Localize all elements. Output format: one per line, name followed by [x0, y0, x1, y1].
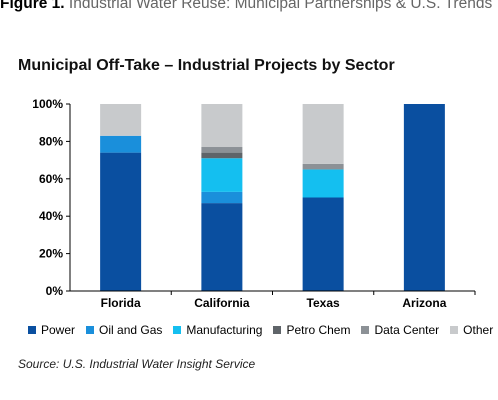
legend-item: Oil and Gas [86, 323, 162, 337]
bar-segment-power-california [201, 203, 243, 291]
bar-segment-manufacturing-california [201, 158, 243, 192]
chart-legend: Power Oil and Gas Manufacturing Petro Chem D… [28, 323, 493, 337]
legend-item: Manufacturing [173, 323, 262, 337]
y-tick-label: 20% [39, 247, 63, 261]
bar-segment-other-texas [302, 104, 344, 164]
y-tick-label: 60% [39, 172, 63, 186]
legend-label: Petro Chem [286, 323, 351, 337]
x-tick-label: Arizona [402, 296, 446, 310]
bar-segment-data-center-texas [302, 163, 344, 170]
stacked-bar-chart: Florida California Texas Arizona 0% 20% 40% 60%… [32, 97, 476, 310]
y-tick-label: 80% [39, 134, 63, 148]
source-note: Source: U.S. Industrial Water Insight Se… [18, 357, 256, 371]
bar-segment-other-florida [100, 104, 142, 136]
legend-swatch [273, 326, 282, 334]
legend-item: Power [28, 323, 75, 337]
figure-label: Figure 1. [0, 0, 65, 12]
legend-label: Other [463, 323, 494, 337]
legend-swatch [450, 326, 459, 334]
figure-title: Industrial Water Reuse: Municipal Partne… [68, 0, 493, 12]
legend-label: Manufacturing [186, 323, 263, 337]
bar-segment-power-arizona [403, 104, 445, 291]
legend-item: Data Center [361, 323, 439, 337]
legend-swatch [361, 326, 370, 334]
x-tick-label: Florida [101, 296, 141, 310]
legend-swatch [173, 326, 182, 334]
bar-segment-oil-and-gas-california [201, 191, 243, 204]
bar-segment-data-center-california [201, 147, 243, 153]
legend-label: Power [41, 323, 76, 337]
x-tick-label: California [194, 296, 250, 310]
legend-item: Petro Chem [273, 323, 350, 337]
legend-swatch [28, 326, 36, 334]
chart-title: Municipal Off-Take – Industrial Projects… [18, 57, 395, 74]
legend-label: Data Center [374, 323, 440, 337]
bar-segment-petro-chem-california [201, 152, 243, 159]
figure-header: Figure 1. Industrial Water Reuse: Munici… [0, 0, 498, 13]
y-tick-label: 0% [46, 284, 64, 298]
x-tick-label: Texas [307, 296, 340, 310]
bar-segment-other-california [201, 104, 243, 148]
legend-label: Oil and Gas [99, 323, 163, 337]
bar-segment-power-texas [302, 197, 344, 291]
y-tick-label: 100% [32, 97, 63, 111]
legend-swatch [86, 326, 95, 334]
bar-segment-oil-and-gas-florida [100, 135, 142, 153]
bar-segment-power-florida [100, 152, 142, 291]
y-tick-label: 40% [39, 209, 63, 223]
bar-segment-manufacturing-texas [302, 169, 344, 198]
legend-item: Other [450, 323, 493, 337]
